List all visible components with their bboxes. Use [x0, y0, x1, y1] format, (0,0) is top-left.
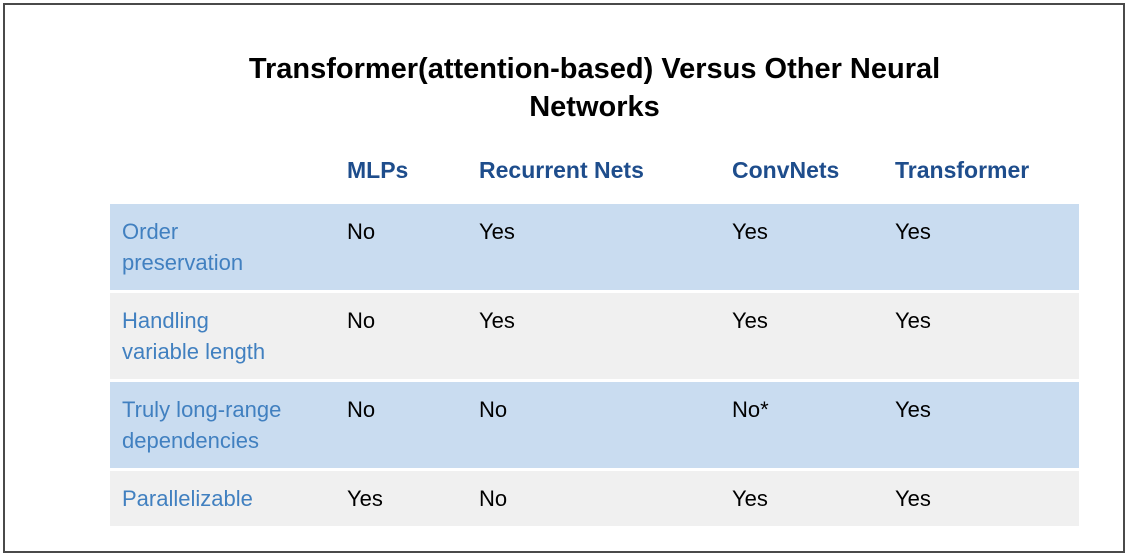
header-row: MLPs Recurrent Nets ConvNets Transformer	[110, 145, 1079, 201]
comparison-table: MLPs Recurrent Nets ConvNets Transformer…	[110, 142, 1079, 529]
table-cell: No	[345, 204, 477, 290]
table-cell: Yes	[730, 293, 893, 379]
table-cell: No	[345, 293, 477, 379]
table-cell: Yes	[477, 293, 730, 379]
table-cell: Yes	[345, 471, 477, 526]
table-cell: No	[345, 382, 477, 468]
row-label: Handling variable length	[110, 293, 345, 379]
table-cell: No*	[730, 382, 893, 468]
column-header-recurrent-nets: Recurrent Nets	[479, 157, 644, 183]
table-row-parallelizable: Parallelizable Yes No Yes Yes	[110, 471, 1079, 526]
table-row-truly-long-range-dependencies: Truly long-range dependencies No No No* …	[110, 382, 1079, 468]
table-row-order-preservation: Order preservation No Yes Yes Yes	[110, 204, 1079, 290]
row-label: Order preservation	[110, 204, 345, 290]
slide-title: Transformer(attention-based) Versus Othe…	[248, 53, 941, 123]
table-cell: Yes	[893, 471, 1079, 526]
table-cell: Yes	[730, 471, 893, 526]
row-label: Truly long-range dependencies	[110, 382, 345, 468]
table-cell: Yes	[477, 204, 730, 290]
table-cell: Yes	[893, 382, 1079, 468]
row-label: Parallelizable	[110, 471, 345, 526]
column-header-blank	[110, 145, 345, 201]
column-header-mlps: MLPs	[347, 157, 409, 183]
table-cell: Yes	[730, 204, 893, 290]
column-header-convnets: ConvNets	[732, 157, 840, 183]
table-cell: No	[477, 471, 730, 526]
table-cell: Yes	[893, 204, 1079, 290]
table-row-handling-variable-length: Handling variable length No Yes Yes Yes	[110, 293, 1079, 379]
table-cell: No	[477, 382, 730, 468]
table-cell: Yes	[893, 293, 1079, 379]
column-header-transformer: Transformer	[895, 157, 1030, 183]
